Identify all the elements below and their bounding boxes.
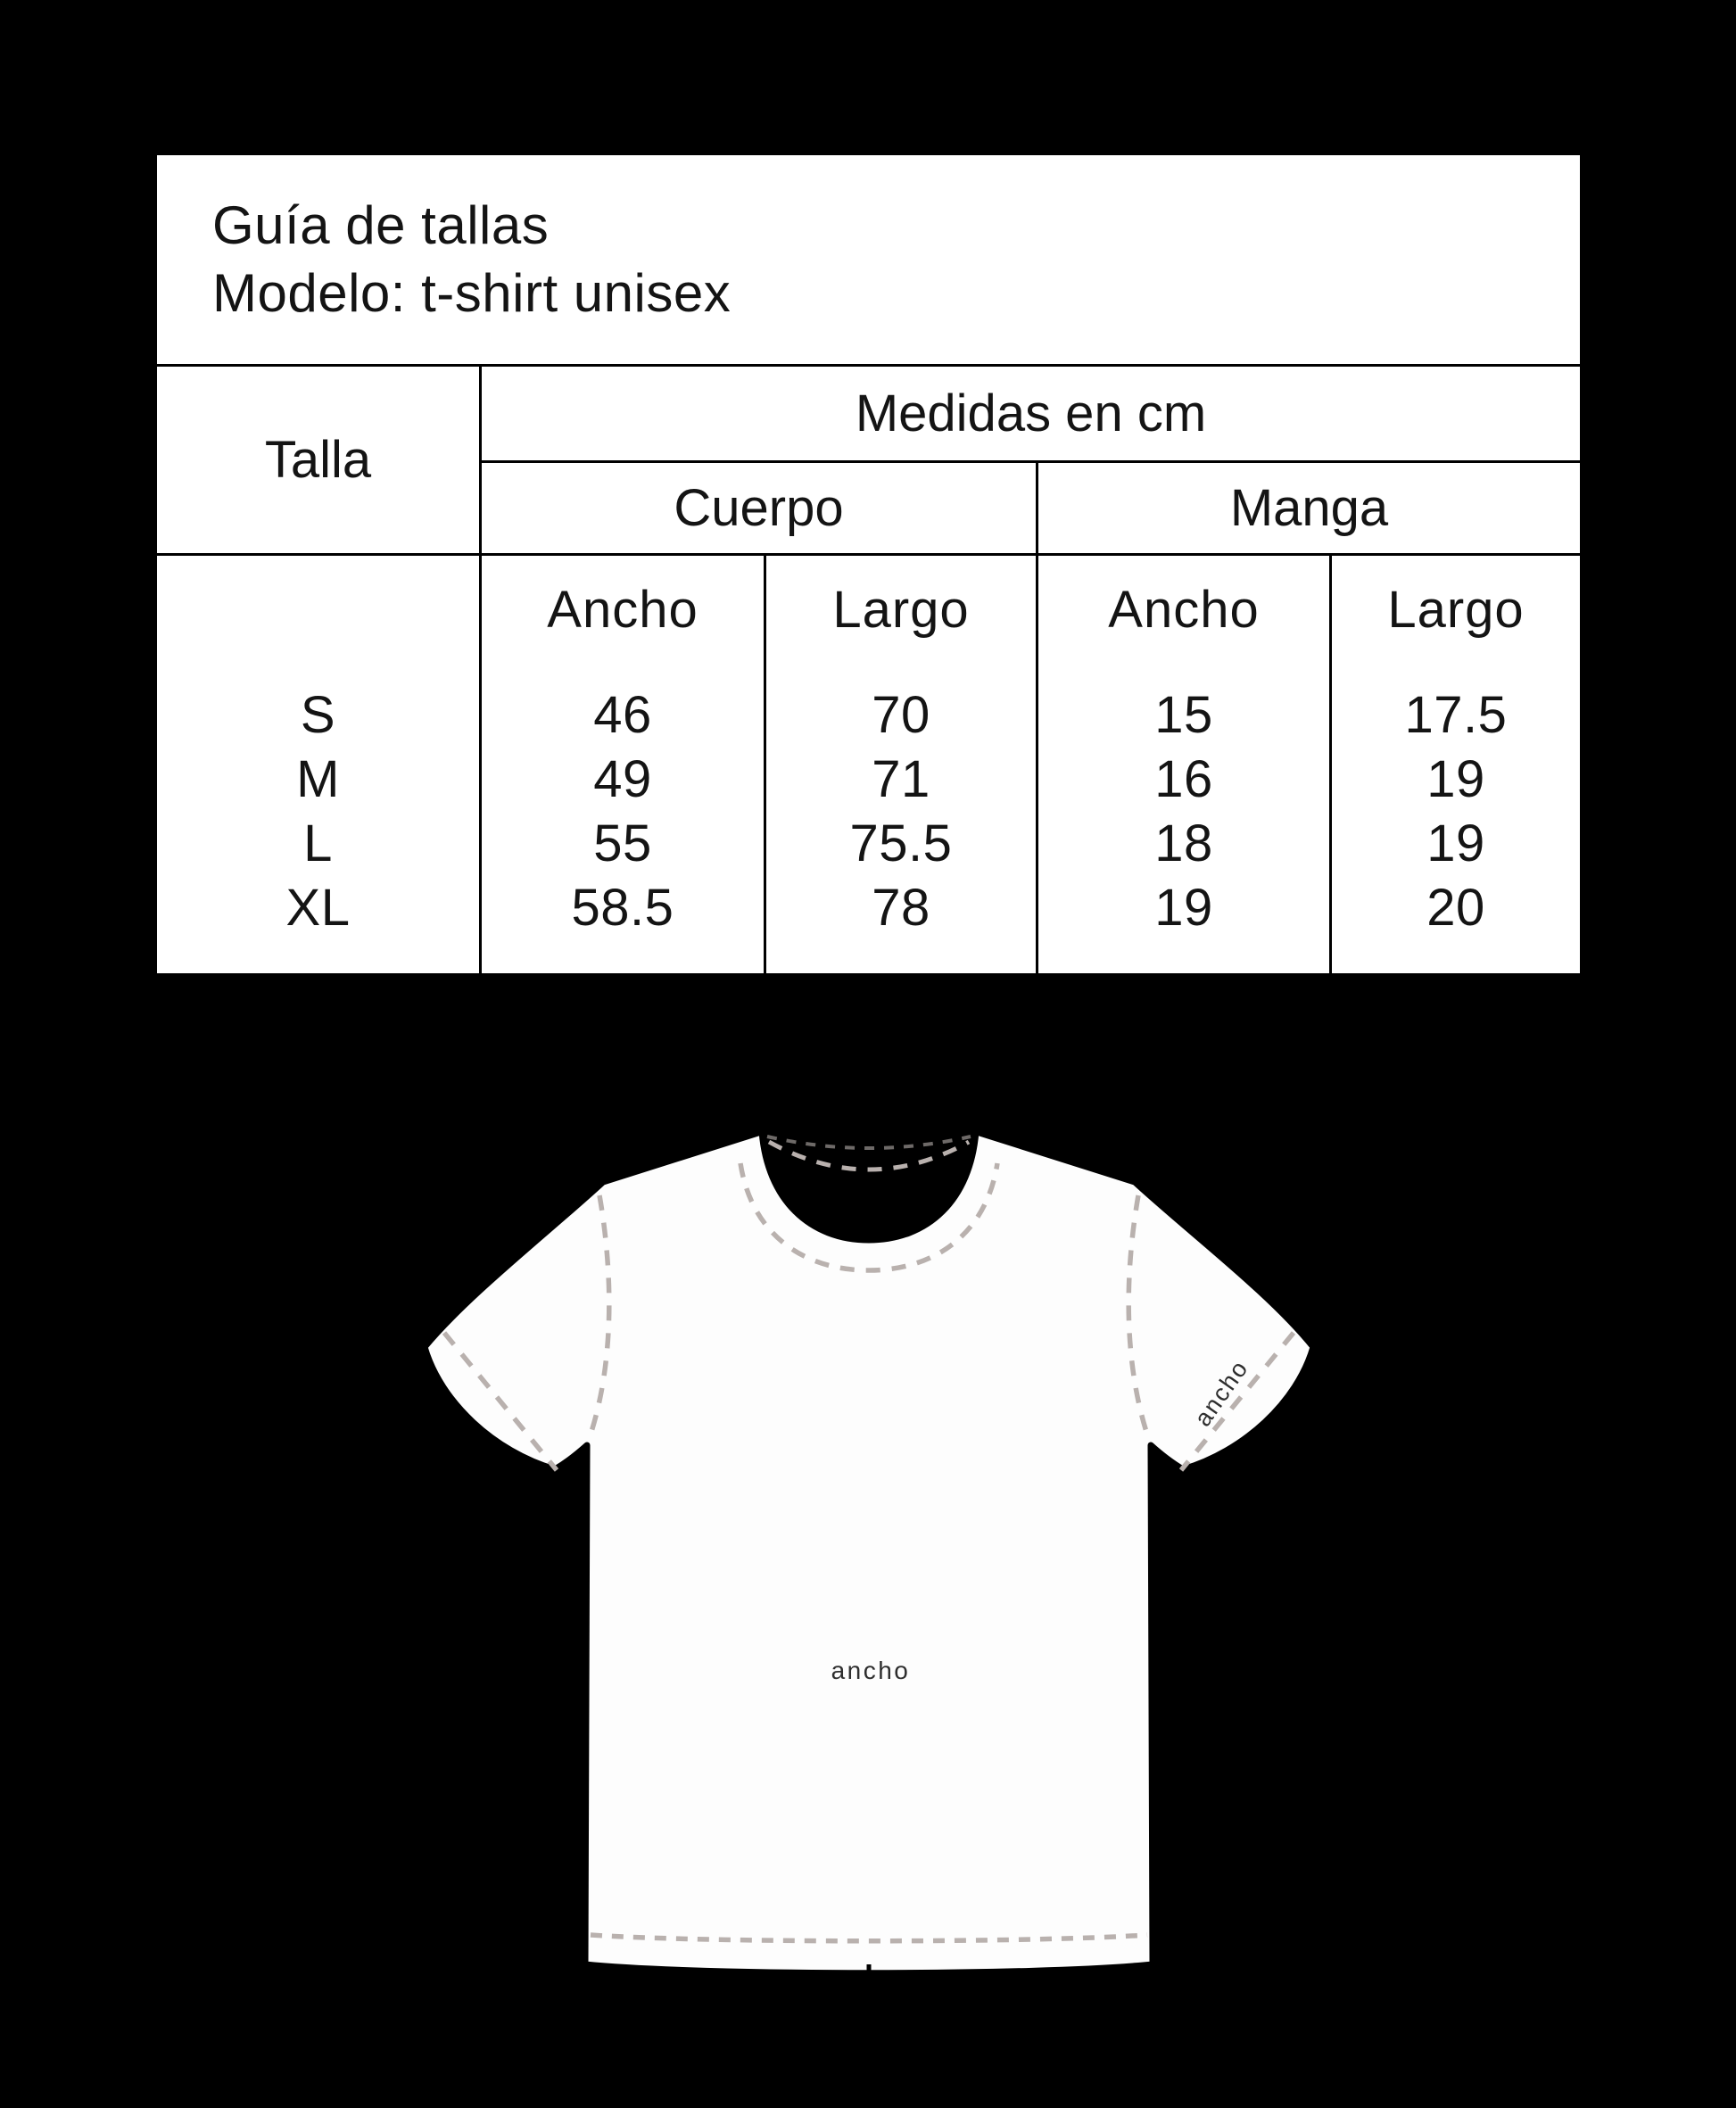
bottom-hem-seam <box>590 1932 1148 1944</box>
size-label-m: M <box>296 749 340 808</box>
column-header-empty <box>157 556 479 663</box>
left-sleeve-hem-seam <box>442 1331 559 1472</box>
size-guide-table: Guía de tallas Modelo: t-shirt unisex Ta… <box>153 152 1583 977</box>
value-cell: 16 <box>1154 749 1213 808</box>
value-cell: 19 <box>1154 878 1213 937</box>
column-header-manga-ancho: Ancho <box>1108 580 1260 639</box>
value-cell: 71 <box>872 749 930 808</box>
right-sleeve-hem-seam <box>1178 1331 1296 1472</box>
value-cell: 17.5 <box>1404 685 1508 744</box>
header-medidas-en-cm: Medidas en cm <box>479 364 1580 460</box>
value-cell: 78 <box>872 878 930 937</box>
value-cell: 20 <box>1426 878 1485 937</box>
column-manga-ancho: Ancho 15 16 18 19 <box>1036 553 1329 973</box>
value-cell: 75.5 <box>849 814 953 872</box>
title-line-1: Guía de tallas <box>212 195 550 255</box>
chest-width-label: ancho <box>831 1657 911 1684</box>
table-title: Guía de tallas Modelo: t-shirt unisex <box>157 155 1580 364</box>
value-cell: 70 <box>872 685 930 744</box>
column-manga-largo: Largo 17.5 19 19 20 <box>1329 553 1580 973</box>
column-cuerpo-ancho: Ancho 46 49 55 58.5 <box>479 553 764 973</box>
column-header-cuerpo-ancho: Ancho <box>547 580 699 639</box>
tshirt-outline <box>421 1128 1317 1977</box>
header-manga: Manga <box>1036 460 1580 553</box>
value-cell: 46 <box>593 685 652 744</box>
title-line-2: Modelo: t-shirt unisex <box>212 263 732 323</box>
size-label-l: L <box>303 814 333 872</box>
right-armhole-seam <box>1126 1195 1152 1441</box>
header-cuerpo: Cuerpo <box>479 460 1036 553</box>
neckline <box>758 1126 980 1244</box>
left-armhole-seam <box>586 1195 612 1441</box>
value-cell: 19 <box>1426 814 1485 872</box>
header-talla: Talla <box>157 364 479 553</box>
value-cell: 19 <box>1426 749 1485 808</box>
column-sizes: S M L XL <box>157 553 479 973</box>
back-collar-seam <box>767 1139 971 1172</box>
column-header-manga-largo: Largo <box>1387 580 1525 639</box>
back-collar-dashes <box>766 1135 971 1150</box>
value-cell: 55 <box>593 814 652 872</box>
value-cell: 15 <box>1154 685 1213 744</box>
value-cell: 18 <box>1154 814 1213 872</box>
value-cell: 49 <box>593 749 652 808</box>
value-cell: 58.5 <box>571 878 674 937</box>
size-label-s: S <box>300 685 336 744</box>
tshirt-diagram: ancho ancho <box>414 1117 1324 2009</box>
front-collar-seam <box>738 1162 1000 1273</box>
column-header-cuerpo-largo: Largo <box>832 580 970 639</box>
column-cuerpo-largo: Largo 70 71 75.5 78 <box>764 553 1036 973</box>
size-label-xl: XL <box>285 878 351 937</box>
